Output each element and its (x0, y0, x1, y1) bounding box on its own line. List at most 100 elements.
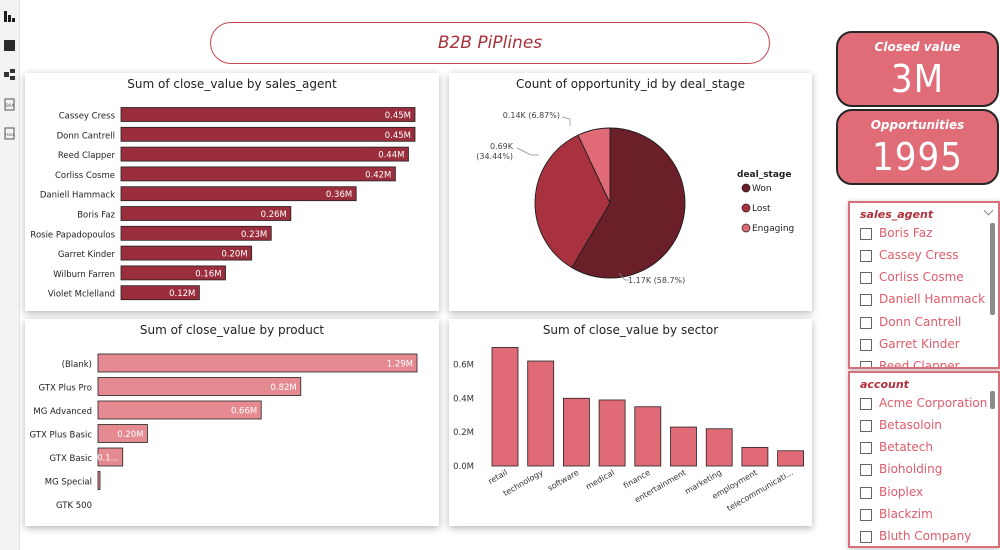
agent-bar-chart: Cassey Cress 0.45M Donn Cantrell 0.45M Reed … (30, 107, 416, 301)
legend-label: Lost (752, 204, 771, 214)
data-label: 0.66M (231, 407, 257, 417)
leader-line (561, 116, 571, 126)
slicer-item[interactable]: Bioholding (860, 460, 995, 480)
data-label: 1.29M (387, 360, 413, 370)
agent-chart-title: Sum of close_value by sales_agent (127, 77, 337, 91)
category-label: telecommunicati... (725, 468, 794, 513)
category-label: GTX Plus Pro (39, 384, 93, 394)
checkbox[interactable] (860, 272, 872, 284)
slicer-scrollbar[interactable] (990, 223, 995, 315)
data-label: 0.12M (169, 289, 195, 299)
opportunities-card: Opportunities 1995 (836, 109, 999, 185)
data-label: 0.26M (261, 210, 287, 220)
slicer-item[interactable]: Daniell Hammack (860, 290, 995, 310)
slicer-item[interactable]: Corliss Cosme (860, 268, 995, 288)
bar (491, 347, 519, 467)
sector-chart-card[interactable]: Sum of close_value by sector 0.0M 0.2M 0.4… (449, 319, 812, 526)
legend-label: Won (752, 184, 772, 194)
slicer-scrollbar[interactable] (990, 391, 995, 409)
closed-value: 3M (890, 57, 945, 101)
category-label: medical (584, 468, 616, 492)
slicer-item-label: Garret Kinder (879, 337, 960, 351)
bar (97, 353, 418, 373)
model-view-icon[interactable] (3, 68, 16, 81)
slicer-item[interactable]: Betasoloin (860, 416, 995, 436)
slicer-item[interactable]: Garret Kinder (860, 335, 995, 355)
category-label: MG Special (45, 478, 92, 488)
bar (634, 406, 662, 467)
sales-agent-slicer[interactable]: sales_agent Boris Faz Cassey Cress Corli… (848, 201, 1000, 369)
category-label: Rosie Papadopoulos (30, 230, 115, 240)
bar (741, 446, 769, 467)
slicer-item[interactable]: Cassey Cress (860, 246, 995, 266)
bar (97, 424, 148, 443)
checkbox[interactable] (860, 317, 872, 329)
category-label: retail (487, 468, 509, 486)
data-label: 0.45M (385, 111, 411, 121)
report-view-icon[interactable] (3, 10, 16, 23)
slicer-item[interactable]: Boris Faz (860, 224, 995, 244)
leader-line (516, 147, 539, 156)
tmdl-view-icon[interactable]: TMDL (3, 127, 16, 140)
category-label: Cassey Cress (59, 112, 116, 122)
data-label: 0.20M (117, 430, 143, 440)
slicer-item-label: Cassey Cress (879, 248, 959, 262)
slicer-item[interactable]: Blackzim (860, 505, 995, 525)
slicer-item[interactable]: Acme Corporation (860, 394, 995, 414)
closed-value-label: Closed value (874, 40, 961, 54)
sales-agent-slicer-header: sales_agent (860, 208, 934, 221)
checkbox[interactable] (860, 339, 872, 351)
svg-text:DAX: DAX (6, 103, 15, 108)
category-label: Boris Faz (77, 211, 115, 221)
slicer-item[interactable]: Bioplex (860, 483, 995, 503)
category-label: GTX Basic (49, 454, 92, 464)
slicer-item[interactable]: Bluth Company (860, 527, 995, 546)
checkbox[interactable] (860, 464, 872, 476)
slicer-item[interactable]: Reed Clapper (860, 357, 995, 367)
slicer-item[interactable]: Betatech (860, 438, 995, 458)
table-view-icon[interactable] (3, 39, 16, 52)
checkbox[interactable] (860, 250, 872, 262)
category-label: Reed Clapper (58, 151, 116, 161)
data-label: 0.23M (241, 230, 267, 240)
category-label: GTK 500 (56, 501, 92, 511)
bar (97, 471, 101, 490)
chevron-down-icon[interactable] (983, 205, 994, 216)
checkbox[interactable] (860, 398, 872, 410)
checkbox[interactable] (860, 531, 872, 543)
checkbox[interactable] (860, 509, 872, 521)
checkbox[interactable] (860, 442, 872, 454)
pie-slice (571, 127, 686, 279)
slicer-item-label: Betasoloin (879, 418, 942, 432)
legend-marker (741, 203, 751, 213)
product-chart-card[interactable]: Sum of close_value by product (Blank) 1.2… (25, 319, 439, 526)
bar (120, 107, 416, 122)
bar (120, 285, 200, 301)
checkbox[interactable] (860, 361, 872, 367)
checkbox[interactable] (860, 420, 872, 432)
bar (777, 450, 805, 467)
category-label: Wilburn Farren (53, 270, 115, 280)
agent-chart-card[interactable]: Sum of close_value by sales_agent Cassey… (25, 73, 439, 311)
bar (120, 245, 253, 261)
slicer-item-label: Boris Faz (879, 226, 933, 240)
data-label: 0.16M (195, 269, 221, 279)
category-label: GTX Plus Basic (29, 431, 92, 441)
slicer-item-label: Donn Cantrell (879, 315, 962, 329)
deal-stage-card[interactable]: Count of opportunity_id by deal_stage 1.… (449, 73, 812, 311)
deal-stage-title: Count of opportunity_id by deal_stage (515, 77, 746, 91)
checkbox[interactable] (860, 294, 872, 306)
dax-query-icon[interactable]: DAX (3, 98, 16, 111)
account-slicer[interactable]: account Acme Corporation Betasoloin Beta… (848, 371, 1000, 548)
bar (120, 126, 416, 142)
slicer-item-label: Corliss Cosme (879, 270, 964, 284)
checkbox[interactable] (860, 487, 872, 499)
bar (97, 377, 302, 396)
category-label: Violet Mclelland (48, 290, 115, 300)
category-label: (Blank) (62, 360, 92, 370)
checkbox[interactable] (860, 228, 872, 240)
bar (670, 426, 697, 467)
bar (120, 225, 272, 241)
slicer-item[interactable]: Donn Cantrell (860, 313, 995, 333)
category-label: finance (622, 468, 652, 491)
